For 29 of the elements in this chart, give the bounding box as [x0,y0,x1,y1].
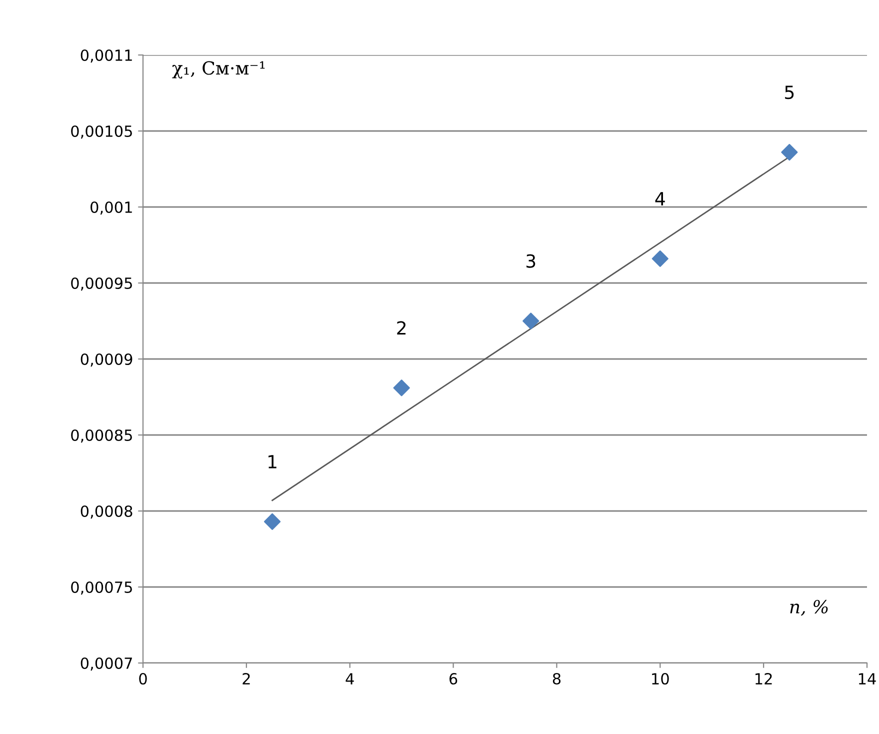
point [781,144,798,161]
y-tick-label: 0,00075 [71,581,132,595]
x-tick-label: 14 [858,673,876,684]
annotation: 2 [397,321,406,335]
y-tick-label: 0,00105 [71,125,132,139]
y-tick-label: 0,0007 [80,657,132,671]
annotation: 3 [526,254,536,268]
y-tick-label: 0,00085 [71,429,132,443]
y-tick-label: 0,0011 [80,49,132,63]
point [264,513,281,530]
x-tick-label: 6 [449,672,458,685]
x-axis-title: n, % [790,600,828,616]
y-tick-label: 0,00095 [71,277,132,291]
x-tick-label: 8 [552,672,561,685]
point [522,312,540,330]
annotation: 1 [268,455,276,468]
x-tick-label: 4 [346,673,354,684]
annotation: 4 [655,192,665,206]
annotation: 5 [785,86,794,100]
x-tick-label: 10 [652,672,669,685]
point [652,250,668,267]
y-tick-label: 0,001 [90,201,132,215]
x-tick-label: 2 [242,672,250,684]
y-tick-label: 0,0008 [80,505,132,519]
point [393,380,410,396]
x-tick-label: 0 [139,672,147,685]
y-axis-title: χ₁, См·м⁻¹ [172,61,265,79]
y-tick-label: 0,0009 [80,353,132,367]
x-tick-label: 12 [756,672,772,684]
